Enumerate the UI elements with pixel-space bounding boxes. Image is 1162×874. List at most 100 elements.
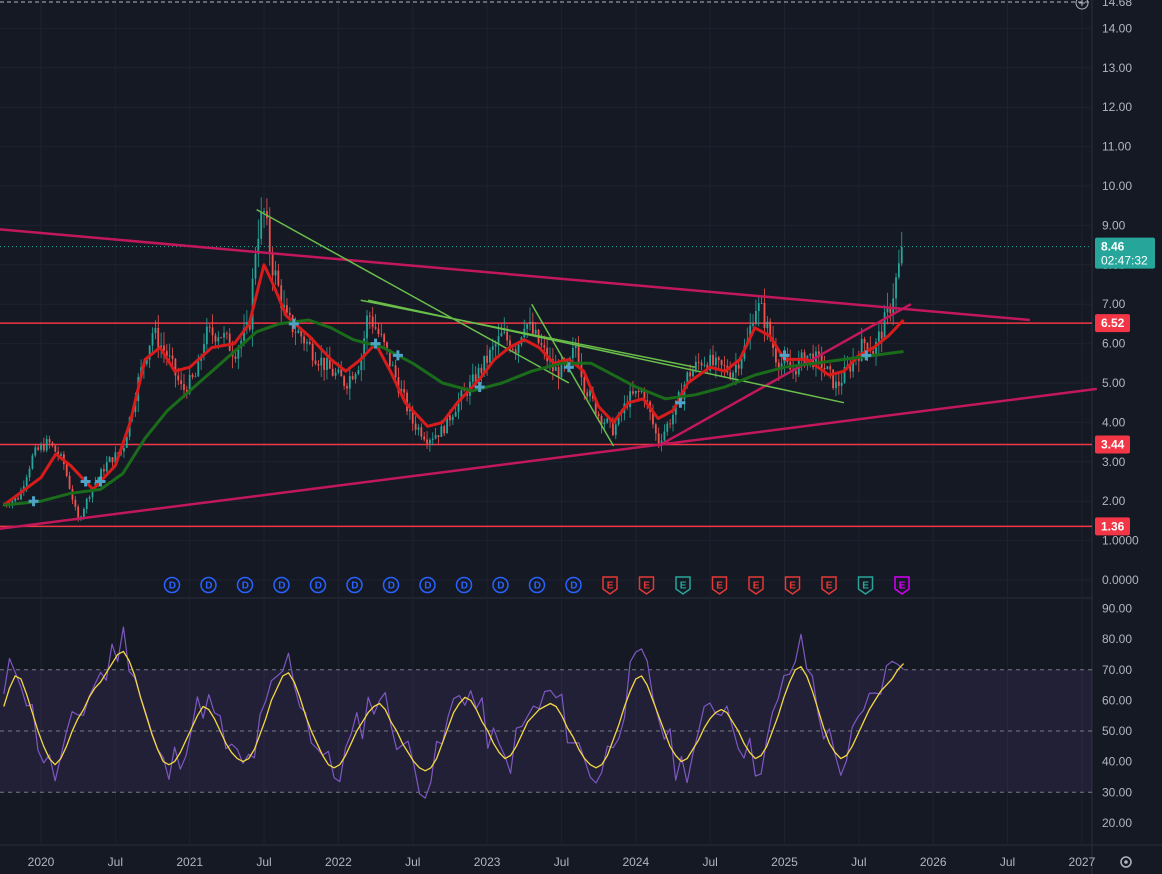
event-marker-label: D bbox=[205, 581, 212, 592]
dividend-marker[interactable]: D bbox=[273, 576, 290, 594]
candle-body bbox=[194, 376, 197, 378]
earnings-marker[interactable]: E bbox=[821, 576, 837, 595]
dividend-marker[interactable]: D bbox=[419, 576, 436, 594]
price-axis-tick-label: 7.00 bbox=[1102, 297, 1126, 311]
cross-marker bbox=[392, 350, 403, 361]
earnings-marker[interactable]: E bbox=[711, 576, 728, 595]
candle-body bbox=[328, 358, 331, 369]
candle-body bbox=[566, 360, 569, 364]
dividend-marker[interactable]: D bbox=[455, 576, 473, 594]
dividend-icon bbox=[163, 576, 181, 594]
candle-body bbox=[42, 444, 45, 451]
time-axis-tick-label: 2027 bbox=[1069, 855, 1096, 869]
earnings-icon bbox=[602, 576, 618, 595]
candle-body bbox=[60, 454, 62, 456]
level-badge-label: 3.44 bbox=[1101, 437, 1125, 451]
candle-body bbox=[497, 336, 500, 345]
trendline bbox=[657, 303, 912, 448]
candle-body bbox=[263, 210, 265, 213]
earnings-marker[interactable]: E bbox=[748, 576, 764, 595]
candle-body bbox=[145, 359, 148, 364]
candle-body bbox=[900, 247, 903, 264]
candle-body bbox=[168, 355, 171, 357]
candle-body bbox=[589, 390, 591, 397]
candle-body bbox=[311, 343, 314, 361]
earnings-marker[interactable]: E bbox=[784, 576, 801, 595]
candle-body bbox=[826, 366, 829, 370]
candle-body bbox=[77, 506, 80, 520]
event-marker-label: E bbox=[680, 581, 687, 592]
candle-body bbox=[663, 431, 666, 441]
earnings-marker[interactable]: E bbox=[857, 576, 874, 595]
candle-body bbox=[540, 343, 543, 346]
candle-body bbox=[514, 349, 517, 354]
candle-body bbox=[326, 358, 328, 370]
oscillator-line bbox=[3, 650, 904, 772]
candle-body bbox=[34, 447, 37, 456]
candle-body bbox=[40, 444, 42, 450]
time-axis-tick-label: Jul bbox=[1000, 855, 1015, 869]
candle-body bbox=[191, 374, 194, 377]
oscillator-axis-tick-label: 20.00 bbox=[1102, 816, 1132, 830]
event-marker-label: D bbox=[497, 581, 504, 592]
dividend-marker[interactable]: D bbox=[163, 576, 181, 594]
dividend-icon bbox=[309, 576, 327, 594]
earnings-icon bbox=[675, 576, 691, 595]
price-axis-tick-label: 0.0000 bbox=[1102, 573, 1139, 587]
time-axis-tick-label: 2024 bbox=[622, 855, 649, 869]
event-marker-label: E bbox=[862, 581, 869, 592]
candle-body bbox=[346, 385, 348, 389]
event-marker-label: E bbox=[607, 581, 614, 592]
dividend-marker[interactable]: D bbox=[565, 576, 582, 594]
dividend-marker[interactable]: D bbox=[382, 576, 400, 594]
earnings-icon bbox=[784, 576, 801, 595]
candle-body bbox=[371, 316, 374, 328]
candle-body bbox=[637, 390, 640, 393]
candle-body bbox=[749, 325, 752, 341]
event-marker-label: D bbox=[461, 581, 468, 592]
candle-body bbox=[108, 457, 111, 463]
settings-gear-icon[interactable] bbox=[1120, 856, 1132, 868]
price-axis-tick-label: 13.00 bbox=[1102, 61, 1132, 75]
candle-body bbox=[234, 356, 237, 359]
candle-body bbox=[463, 390, 466, 392]
time-axis-tick-label: 2021 bbox=[176, 855, 203, 869]
event-marker-label: D bbox=[315, 581, 322, 592]
candle-body bbox=[509, 340, 511, 350]
candle-body bbox=[777, 362, 780, 370]
candle-body bbox=[755, 310, 757, 324]
candle-body bbox=[815, 351, 817, 368]
dividend-marker[interactable]: D bbox=[346, 576, 363, 594]
level-badge-label: 1.36 bbox=[1101, 519, 1125, 533]
cross-marker bbox=[861, 350, 872, 361]
dividend-marker[interactable]: D bbox=[528, 576, 546, 594]
earnings-marker[interactable]: E bbox=[675, 576, 691, 595]
dividend-marker[interactable]: D bbox=[236, 576, 254, 594]
price-axis-tick-label: 10.00 bbox=[1102, 179, 1132, 193]
candle-body bbox=[368, 315, 371, 317]
candle-body bbox=[737, 364, 740, 369]
price-axis-tick-label: 11.00 bbox=[1102, 140, 1131, 154]
earnings-marker[interactable]: E bbox=[894, 576, 910, 595]
candle-body bbox=[832, 369, 835, 389]
candle-body bbox=[460, 390, 463, 401]
candle-body bbox=[480, 367, 483, 373]
dividend-marker[interactable]: D bbox=[492, 576, 509, 594]
cross-marker bbox=[80, 476, 91, 487]
candle-body bbox=[174, 358, 177, 376]
candle-body bbox=[823, 367, 826, 370]
add-plus-icon[interactable] bbox=[1075, 0, 1089, 10]
candle-body bbox=[709, 354, 712, 371]
earnings-marker[interactable]: E bbox=[638, 576, 655, 595]
earnings-marker[interactable]: E bbox=[602, 576, 618, 595]
dividend-icon bbox=[382, 576, 400, 594]
candle-body bbox=[586, 392, 589, 397]
dividend-marker[interactable]: D bbox=[309, 576, 327, 594]
event-marker-label: E bbox=[826, 581, 833, 592]
price-axis-top-label: 14.68 bbox=[1102, 0, 1132, 9]
candle-body bbox=[872, 351, 875, 355]
dividend-marker[interactable]: D bbox=[200, 576, 217, 594]
price-axis-tick-label: 4.00 bbox=[1102, 415, 1126, 429]
candle-body bbox=[543, 345, 546, 348]
